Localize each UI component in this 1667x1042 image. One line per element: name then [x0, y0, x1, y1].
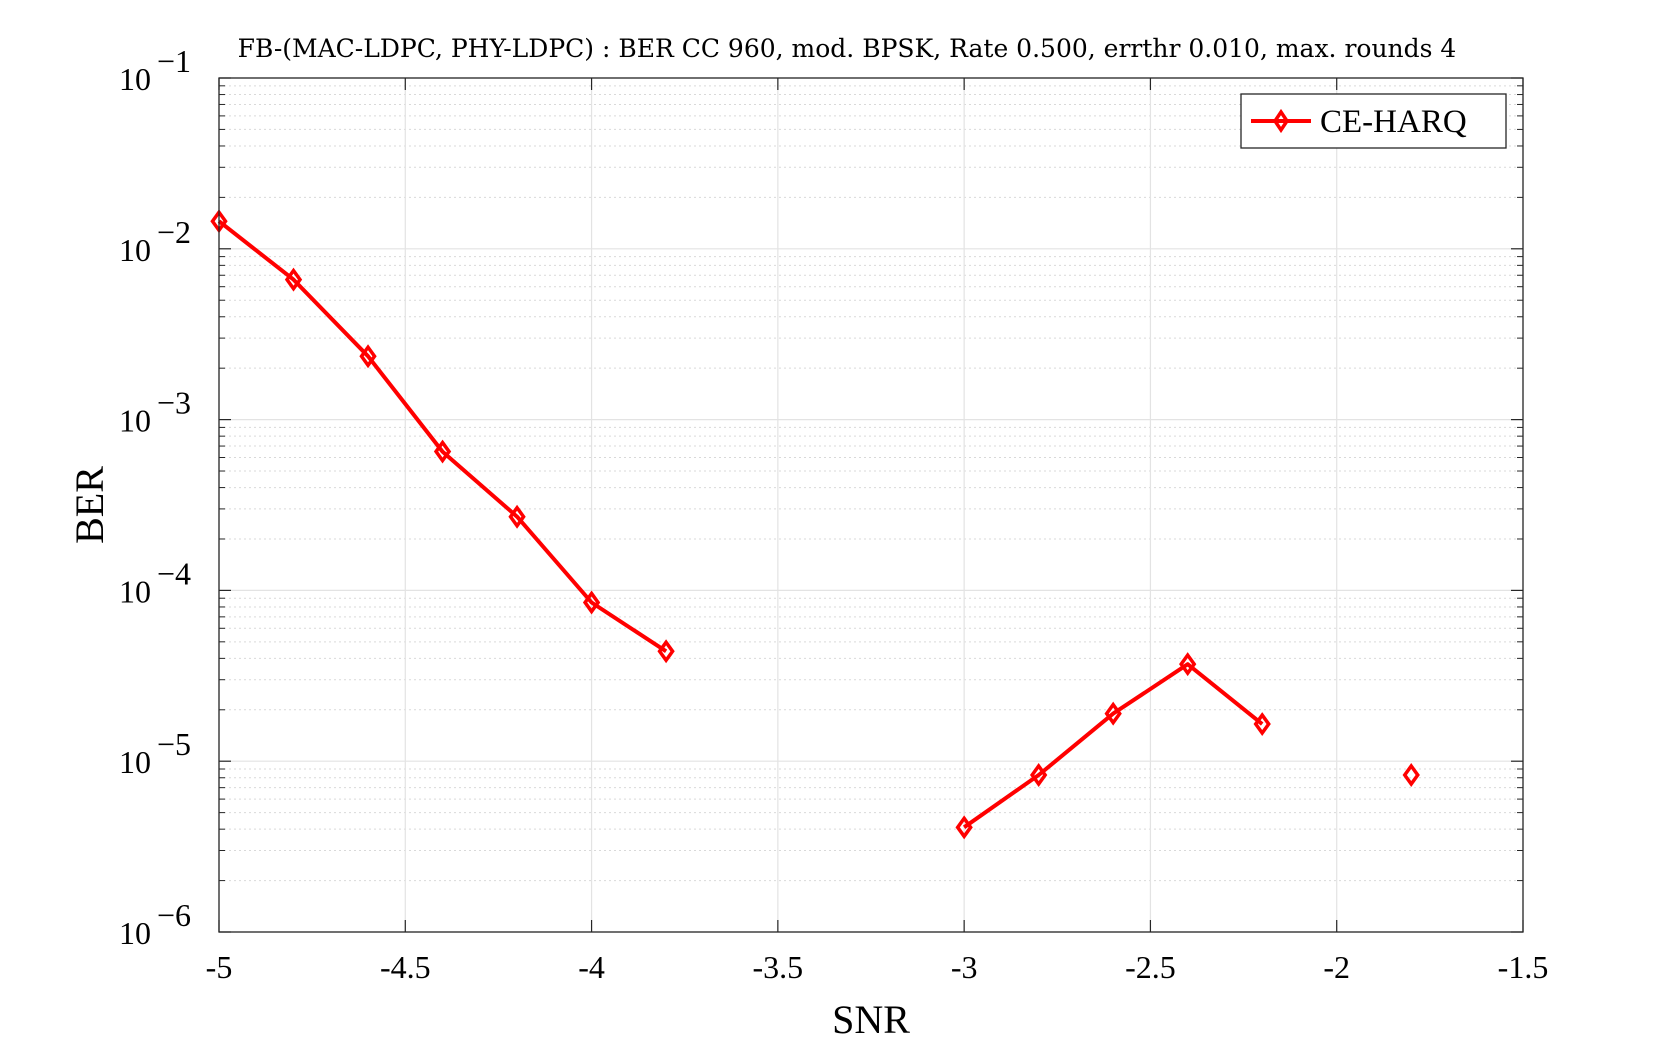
- data-point-marker: [1104, 701, 1122, 726]
- y-tick-exponent: −3: [157, 385, 191, 421]
- series-line-segment: [217, 219, 668, 653]
- x-tick-label: -5: [206, 949, 233, 985]
- data-point-marker: [657, 639, 675, 664]
- legend-marker-ce-harq: [1272, 108, 1290, 134]
- x-axis-label: SNR: [832, 997, 910, 1042]
- x-tick-label: -1.5: [1498, 949, 1549, 985]
- y-tick-exponent: −4: [157, 555, 191, 591]
- x-tick-label: -3.5: [753, 949, 804, 985]
- data-point-marker: [955, 815, 973, 840]
- x-tick-label: -4.5: [380, 949, 431, 985]
- y-tick-label: 10: [119, 573, 151, 609]
- series-layer: [210, 209, 1420, 840]
- y-tick-label: 10: [119, 915, 151, 951]
- y-tick-label: 10: [119, 232, 151, 268]
- x-tick-labels: -5 -4.5 -4 -3.5 -3 -2.5 -2 -1.5: [206, 949, 1549, 985]
- x-tick-label: -2: [1323, 949, 1350, 985]
- plot-frame: [218, 77, 1524, 933]
- y-tick-label: 10: [119, 403, 151, 439]
- y-tick-exponent: −1: [157, 43, 191, 79]
- y-tick-exponent: −6: [157, 897, 191, 933]
- data-point-marker: [359, 344, 377, 369]
- y-tick-exponent: −5: [157, 726, 191, 762]
- plot-area: [219, 78, 1523, 932]
- data-point-marker: [1030, 763, 1048, 788]
- y-tick-label: 10: [119, 744, 151, 780]
- x-tick-label: -3: [951, 949, 978, 985]
- legend-label-ce-harq: CE-HARQ: [1320, 104, 1467, 140]
- data-point-marker: [284, 267, 303, 292]
- data-point-marker: [508, 504, 526, 529]
- legend: CE-HARQ: [1240, 93, 1507, 149]
- major-grid: [218, 77, 1524, 933]
- x-tick-label: -4: [578, 949, 605, 985]
- y-tick-labels: 10−610−510−410−310−210−1: [119, 43, 191, 951]
- data-point-marker: [1179, 652, 1197, 677]
- y-tick-exponent: −2: [157, 214, 191, 250]
- data-point-marker: [433, 439, 452, 464]
- data-point-marker: [582, 590, 601, 615]
- data-point-marker: [1402, 763, 1420, 788]
- y-axis-label: BER: [67, 466, 112, 544]
- series-line-segment: [962, 662, 1264, 829]
- x-tick-label: -2.5: [1125, 949, 1176, 985]
- chart-title: FB-(MAC-LDPC, PHY-LDPC) : BER CC 960, mo…: [238, 34, 1457, 63]
- y-tick-label: 10: [119, 61, 151, 97]
- data-point-marker: [1253, 712, 1271, 737]
